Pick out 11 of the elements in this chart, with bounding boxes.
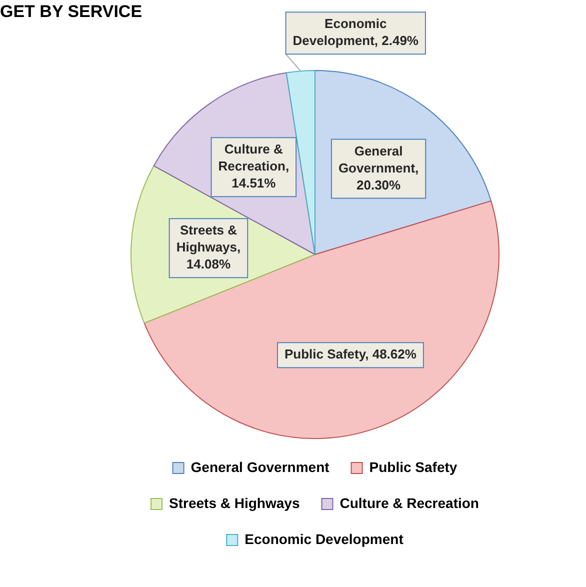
data-label: Streets & Highways, 14.08% — [176, 222, 241, 272]
data-label: Culture & Recreation, 14.51% — [218, 142, 290, 191]
legend-label: Economic Development — [244, 530, 404, 547]
legend-label: Public Safety — [369, 458, 458, 475]
chart-title: GET BY SERVICE — [0, 2, 142, 22]
legend-label: Culture & Recreation — [340, 494, 479, 511]
legend-label: Streets & Highways — [169, 494, 300, 511]
legend-label: General Government — [190, 458, 330, 475]
data-label: Economic Development, 2.49% — [292, 16, 419, 48]
data-label: Public Safety, 48.62% — [284, 346, 417, 362]
data-label: General Government, 20.30% — [338, 143, 419, 192]
